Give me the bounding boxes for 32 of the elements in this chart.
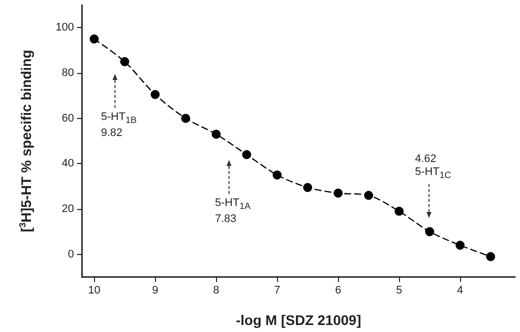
y-axis-title: [3H]5-HT % specific binding [18,50,34,232]
point [425,227,434,236]
point [334,188,343,198]
x-axis-title: -log M [SDZ 21009] [236,312,362,328]
point [242,150,252,160]
point [486,252,496,262]
y-tick-label: 40 [62,158,74,170]
point [120,57,130,66]
y-tick-label: 80 [62,67,74,79]
x-tick-label: 4 [457,284,464,296]
point [212,130,221,139]
point [303,182,312,192]
x-tick-label: 9 [152,284,158,296]
y-tick-label: 20 [62,203,74,215]
point [181,114,190,123]
x-tick-label: 7 [274,284,280,296]
x-tick-label: 5 [396,284,402,296]
y-tick-label: 60 [62,112,74,124]
x-tick-label: 8 [213,284,220,296]
annotation: 4.62 5-HT$_{1C}$ [415,153,452,182]
x-tick-label: 10 [88,284,100,296]
point [394,206,404,216]
point [364,190,374,200]
point [456,240,465,250]
annotation: 5-HT$_{1B}$ 9.82 [101,111,137,140]
y-tick-label: 0 [68,248,74,260]
x-tick-label: 6 [335,284,342,296]
point [272,170,282,180]
annotation: 5-HT$_{1A}$ 7.83 [215,197,251,226]
point [150,90,160,100]
point [90,34,99,44]
y-tick-label: 100 [56,22,74,34]
